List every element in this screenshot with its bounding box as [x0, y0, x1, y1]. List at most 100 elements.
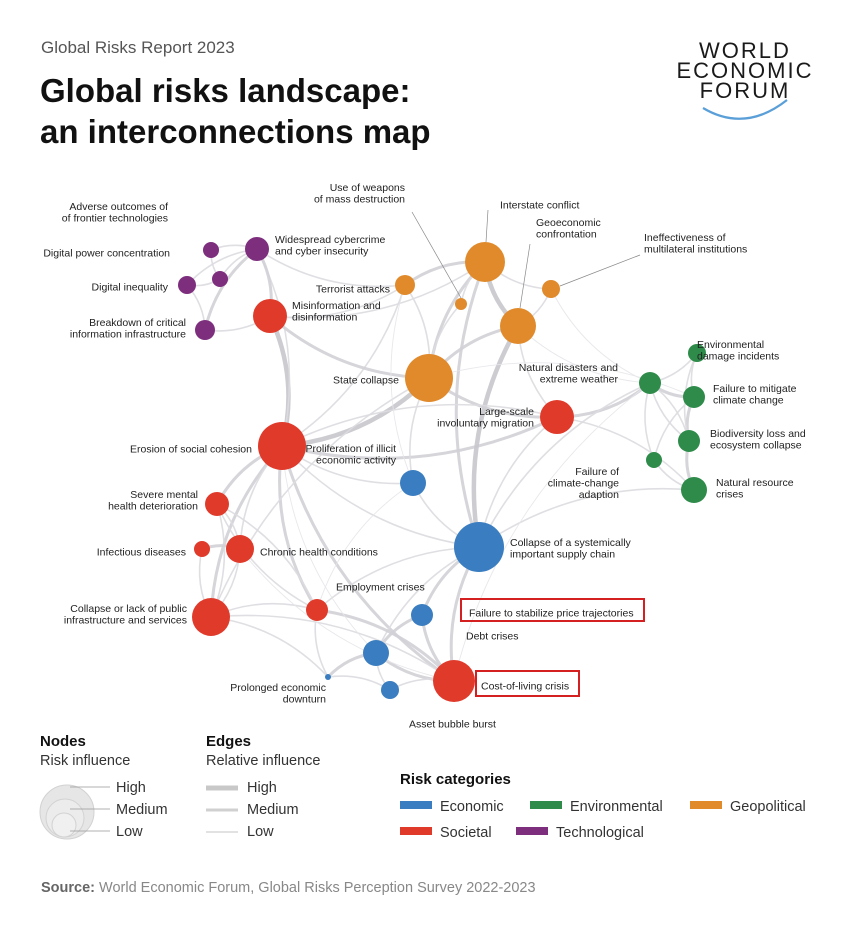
node-label-mitigate: Failure to mitigate — [713, 383, 797, 395]
nodes-layer — [178, 237, 707, 702]
edge-natdis-cost — [453, 382, 651, 682]
node-label-geoecon: Geoeconomic — [536, 217, 601, 229]
source-label: Source: — [41, 880, 95, 896]
node-label-downturn: Prolonged economic — [230, 682, 326, 694]
edge-cyber-breakdown — [203, 247, 258, 331]
legend-categories-title: Risk categories — [400, 771, 511, 788]
node-infectious — [194, 541, 210, 557]
node-label-wmd: Use of weapons — [330, 182, 405, 194]
edge-cohesion-migration — [281, 415, 558, 460]
wef-logo: WORLD ECONOMIC FORUM — [665, 38, 825, 123]
node-label-mental: health deterioration — [108, 500, 198, 512]
node-label-illicit: economic activity — [316, 454, 397, 466]
legend-swatch-technological — [516, 827, 548, 835]
node-infra — [192, 598, 230, 636]
report-name: Global Risks Report 2023 — [41, 38, 235, 57]
node-label-infra: infrastructure and services — [64, 614, 187, 626]
node-label-statecollapse: State collapse — [333, 375, 399, 387]
node-label-digitalineq: Digital inequality — [92, 282, 169, 294]
legend-category-environmental: Environmental — [570, 799, 663, 815]
node-label-natdis: extreme weather — [540, 373, 619, 385]
edge-multilat-natdis — [550, 288, 651, 384]
node-label-mitigate: climate change — [713, 394, 784, 406]
node-label-employment: Employment crises — [336, 582, 425, 594]
node-downturn — [325, 674, 331, 680]
node-migration — [540, 400, 574, 434]
node-label-cyber: and cyber insecurity — [275, 245, 369, 257]
node-label-debt: Debt crises — [466, 631, 519, 643]
edge-natdis-supply — [478, 382, 651, 548]
node-label-mental: Severe mental — [130, 489, 198, 501]
node-label-cost: Cost-of-living crisis — [481, 681, 569, 693]
node-adverse — [203, 242, 219, 258]
node-label-adapt: adaption — [579, 489, 619, 501]
node-supply — [454, 522, 504, 572]
logo-arc-icon — [702, 99, 788, 120]
node-label-natres: Natural resource — [716, 477, 794, 489]
edge-misinfo-statecollapse — [269, 314, 430, 380]
node-natres — [681, 477, 707, 503]
edge-employment-mental — [216, 503, 318, 611]
node-label-infra: Collapse or lack of public — [70, 603, 187, 615]
node-label-adapt: Failure of — [575, 466, 619, 478]
edge-cohesion-debt — [281, 445, 377, 654]
node-geoecon — [500, 308, 536, 344]
edge-cohesion-cyber — [256, 248, 291, 447]
edge-cost-infra — [210, 614, 455, 682]
edge-illicit-employment — [316, 482, 414, 611]
node-label-digitalpower: Digital power concentration — [43, 248, 170, 260]
legend-category-societal: Societal — [440, 825, 492, 841]
node-chronic — [226, 535, 254, 563]
edge-terror-illicit — [390, 284, 414, 484]
node-label-adverse: of frontier technologies — [62, 212, 168, 224]
legend: Nodes Risk influence High Medium Low Edg… — [39, 733, 806, 841]
leader-interstate — [485, 209, 489, 243]
node-cohesion — [258, 422, 306, 470]
node-label-illicit: Proliferation of illicit — [306, 443, 397, 455]
source-text: World Economic Forum, Global Risks Perce… — [95, 880, 536, 896]
title-line-1: Global risks landscape: — [40, 72, 411, 109]
node-label-infectious: Infectious diseases — [97, 547, 186, 559]
node-mitigate — [683, 386, 705, 408]
node-price — [411, 604, 433, 626]
legend-swatch-geopolitical — [690, 801, 722, 809]
edge-migration-cohesion — [281, 403, 558, 447]
edge-mitigate-statecollapse — [428, 362, 695, 398]
highlight-box-price — [460, 598, 645, 622]
node-label-price: Failure to stabilize price trajectories — [469, 608, 634, 620]
edge-downturn-infra — [210, 616, 329, 678]
node-label-misinfo: disinformation — [292, 311, 358, 323]
node-label-natdis: Natural disasters and — [519, 362, 618, 374]
node-interstate — [465, 242, 505, 282]
node-label-envdamage: damage incidents — [697, 350, 779, 362]
node-digitalpower — [212, 271, 228, 287]
node-employment — [306, 599, 328, 621]
leader-multilat — [559, 254, 641, 287]
node-label-breakdown: Breakdown of critical — [89, 317, 186, 329]
node-bubble — [381, 681, 399, 699]
node-label-adverse: Adverse outcomes of — [69, 201, 168, 213]
node-statecollapse — [405, 354, 453, 402]
node-label-terror: Terrorist attacks — [316, 284, 390, 296]
node-label-geoecon: confrontation — [536, 228, 597, 240]
node-wmd — [455, 298, 467, 310]
node-label-downturn: downturn — [283, 693, 326, 705]
node-label-supply: Collapse of a systemically — [510, 537, 632, 549]
edge-cyber-terror — [256, 248, 406, 288]
logo-line-3: FORUM — [699, 78, 791, 103]
node-cost — [433, 660, 475, 702]
legend-category-geopolitical: Geopolitical — [730, 799, 806, 815]
legend-nodes-subtitle: Risk influence — [40, 753, 130, 769]
node-label-envdamage: Environmental — [697, 339, 764, 351]
legend-swatch-societal — [400, 827, 432, 835]
node-label-biodiv: Biodiversity loss and — [710, 428, 806, 440]
node-illicit — [400, 470, 426, 496]
highlight-box-cost — [475, 670, 580, 697]
edge-statecollapse-infra — [210, 377, 430, 618]
node-label-wmd: of mass destruction — [314, 193, 405, 205]
node-label-cohesion: Erosion of social cohesion — [130, 444, 252, 456]
node-label-multilat: Ineffectiveness of — [644, 232, 726, 244]
legend-swatch-environmental — [530, 801, 562, 809]
